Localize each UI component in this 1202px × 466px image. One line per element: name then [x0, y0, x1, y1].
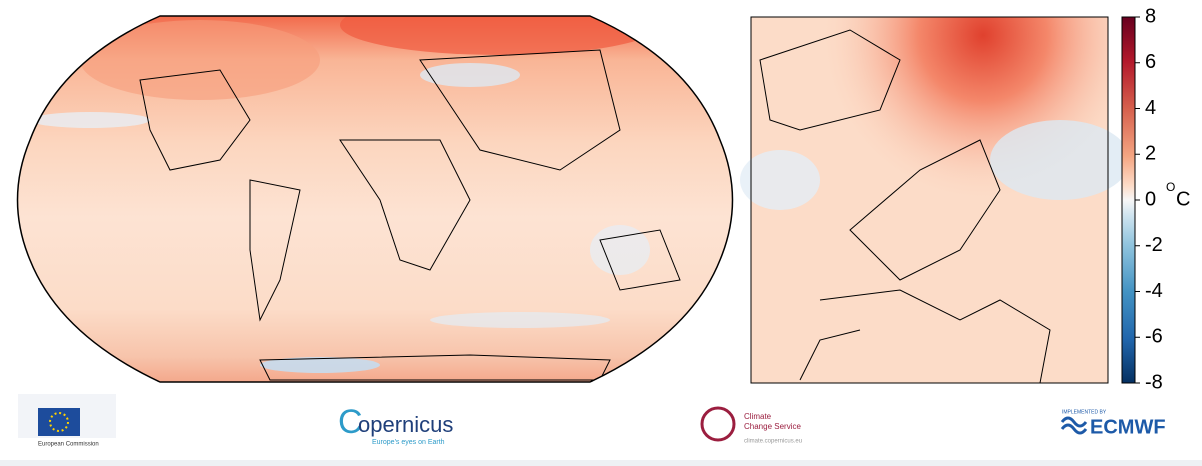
copernicus-initial: C — [338, 403, 363, 441]
c3s-icon — [700, 406, 736, 442]
colorbar-tick-label: -2 — [1145, 234, 1163, 256]
colorbar-tick-label: 0 — [1145, 188, 1156, 210]
colorbar: 8 6 4 2 0 -2 -4 -6 -8 OC — [1121, 5, 1190, 393]
ecmwf-small: IMPLEMENTED BY — [1062, 409, 1107, 415]
colorbar-tick-label: -6 — [1145, 326, 1163, 348]
logo-ecmwf: IMPLEMENTED BY ECMWF — [1060, 409, 1166, 438]
bottom-strip — [0, 460, 1202, 466]
world-map — [16, 15, 734, 383]
colorbar-gradient — [1121, 16, 1136, 384]
c3s-line1: Climate — [744, 412, 772, 421]
colorbar-tick-label: -8 — [1145, 371, 1163, 393]
logo-c3s: Climate Change Service climate.copernicu… — [700, 406, 802, 445]
eu-label: European Commission — [38, 442, 99, 448]
europe-map — [740, 16, 1130, 384]
copernicus-tagline: Europe's eyes on Earth — [372, 439, 445, 446]
copernicus-name: opernicus — [358, 412, 453, 437]
ecmwf-icon — [1060, 416, 1088, 435]
colorbar-tick-label: 6 — [1145, 51, 1156, 73]
eu-flag — [38, 408, 80, 436]
c3s-url: climate.copernicus.eu — [744, 439, 802, 445]
ecmwf-name: ECMWF — [1090, 416, 1166, 438]
c3s-line2: Change Service — [744, 422, 801, 431]
colorbar-tick-label: 2 — [1145, 143, 1156, 165]
logo-eu: European Commission — [18, 394, 116, 448]
unit-degree: O — [1166, 180, 1175, 194]
colorbar-tick-label: 4 — [1145, 97, 1156, 119]
unit: C — [1176, 188, 1190, 210]
colorbar-tick-label: -4 — [1145, 280, 1163, 302]
logo-copernicus: C opernicus Europe's eyes on Earth — [338, 403, 453, 446]
colorbar-tick-label: 8 — [1145, 5, 1156, 27]
